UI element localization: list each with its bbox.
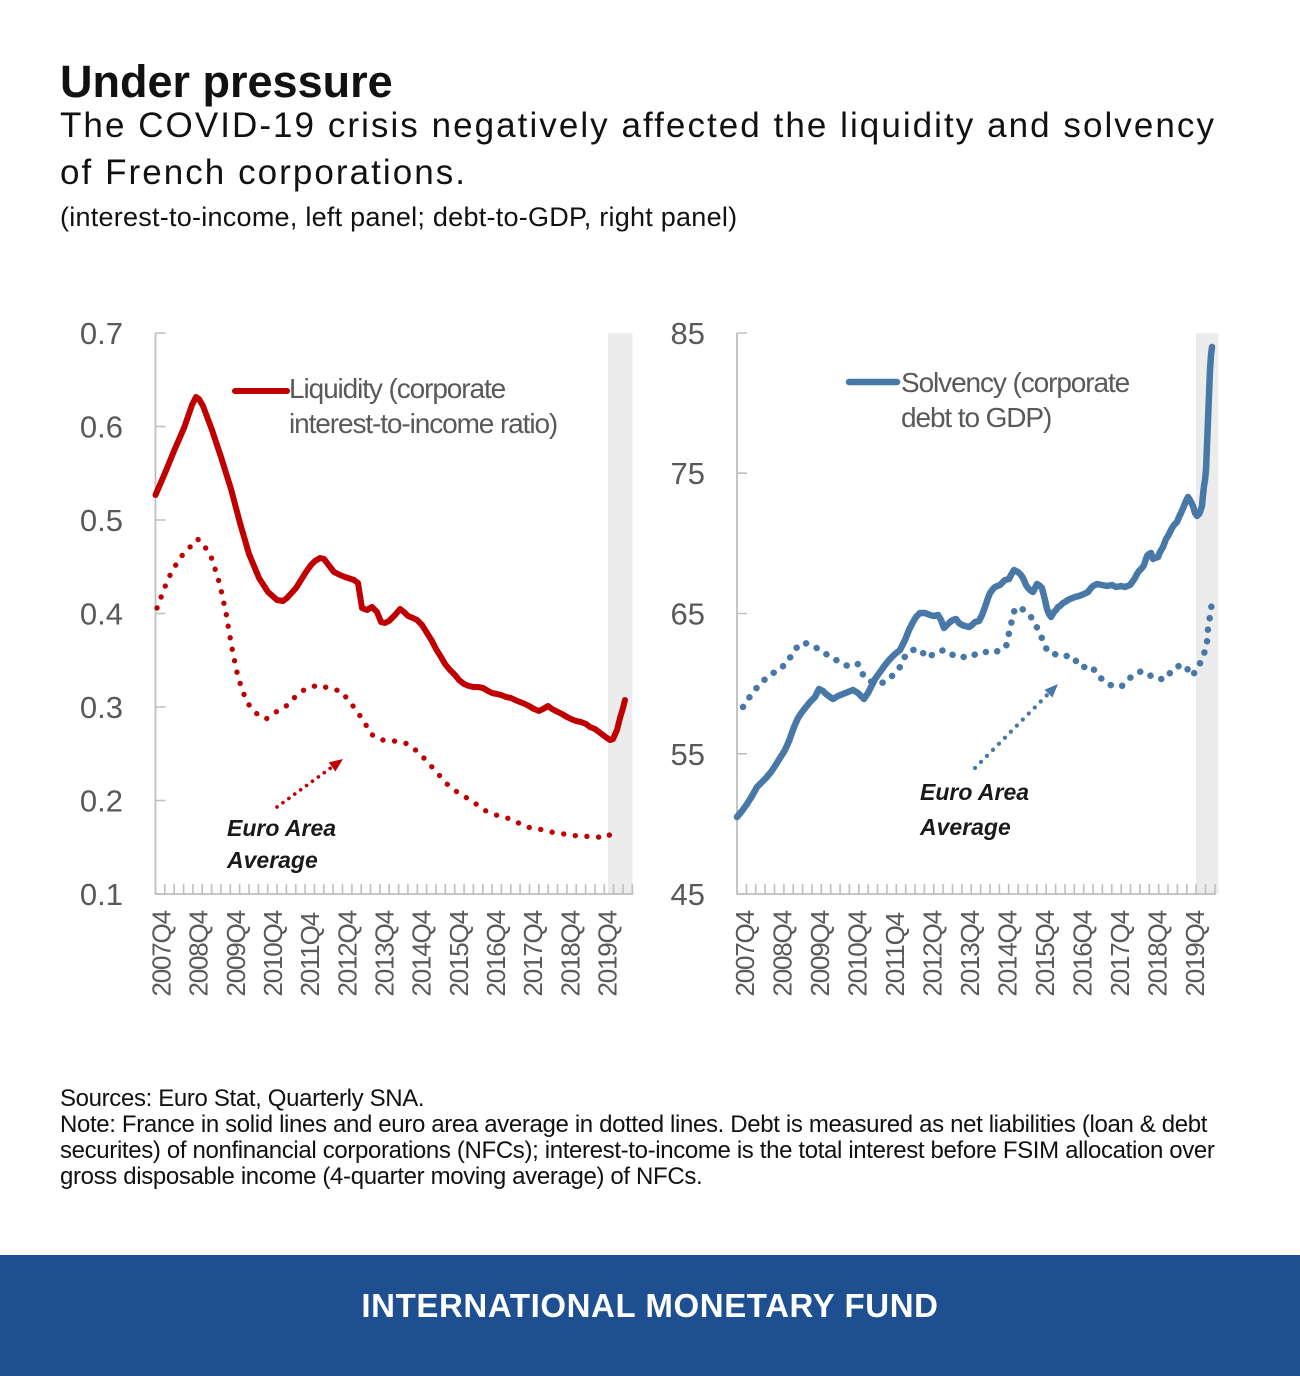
- svg-text:2008Q4: 2008Q4: [768, 910, 798, 996]
- svg-text:65: 65: [671, 597, 705, 632]
- svg-text:2018Q4: 2018Q4: [555, 910, 585, 996]
- svg-text:2013Q4: 2013Q4: [370, 910, 400, 996]
- svg-text:2009Q4: 2009Q4: [805, 910, 835, 996]
- svg-text:85: 85: [671, 316, 705, 351]
- svg-text:2012Q4: 2012Q4: [918, 910, 948, 996]
- svg-text:2010Q4: 2010Q4: [843, 910, 873, 996]
- svg-text:0.5: 0.5: [80, 503, 123, 538]
- svg-text:75: 75: [671, 456, 705, 491]
- svg-text:Euro Area: Euro Area: [227, 815, 336, 841]
- svg-text:0.3: 0.3: [80, 690, 123, 725]
- svg-text:Solvency (corporate: Solvency (corporate: [901, 367, 1130, 398]
- svg-text:0.2: 0.2: [80, 784, 123, 819]
- svg-text:2014Q4: 2014Q4: [407, 910, 437, 996]
- svg-text:2011Q4: 2011Q4: [295, 912, 325, 996]
- svg-text:2010Q4: 2010Q4: [258, 910, 288, 996]
- svg-text:2019Q4: 2019Q4: [1180, 910, 1210, 996]
- svg-text:0.4: 0.4: [80, 597, 123, 632]
- svg-text:2009Q4: 2009Q4: [221, 910, 251, 996]
- svg-text:2016Q4: 2016Q4: [1068, 910, 1098, 996]
- svg-text:0.6: 0.6: [80, 410, 123, 445]
- svg-text:0.1: 0.1: [80, 877, 123, 912]
- svg-text:2014Q4: 2014Q4: [993, 910, 1023, 996]
- svg-text:2015Q4: 2015Q4: [444, 910, 474, 996]
- svg-text:2018Q4: 2018Q4: [1143, 910, 1173, 996]
- svg-text:Euro Area: Euro Area: [920, 779, 1029, 805]
- svg-text:55: 55: [671, 737, 705, 772]
- svg-text:2019Q4: 2019Q4: [593, 910, 623, 996]
- svg-text:2015Q4: 2015Q4: [1030, 910, 1060, 996]
- svg-text:2017Q4: 2017Q4: [1105, 910, 1135, 996]
- svg-text:45: 45: [671, 877, 705, 912]
- svg-text:2016Q4: 2016Q4: [481, 910, 511, 996]
- svg-text:2007Q4: 2007Q4: [730, 910, 760, 996]
- svg-text:Liquidity (corporate: Liquidity (corporate: [289, 373, 506, 404]
- svg-text:interest-to-income ratio): interest-to-income ratio): [289, 408, 557, 439]
- svg-text:2012Q4: 2012Q4: [332, 910, 362, 996]
- svg-text:2017Q4: 2017Q4: [518, 910, 548, 996]
- svg-text:debt to GDP): debt to GDP): [901, 402, 1051, 433]
- svg-text:Average: Average: [919, 814, 1011, 840]
- svg-text:2011Q4: 2011Q4: [880, 912, 910, 996]
- svg-text:2008Q4: 2008Q4: [184, 910, 214, 996]
- svg-text:0.7: 0.7: [80, 316, 123, 351]
- svg-text:Average: Average: [226, 847, 318, 873]
- svg-text:2007Q4: 2007Q4: [146, 910, 176, 996]
- svg-text:2013Q4: 2013Q4: [955, 910, 985, 996]
